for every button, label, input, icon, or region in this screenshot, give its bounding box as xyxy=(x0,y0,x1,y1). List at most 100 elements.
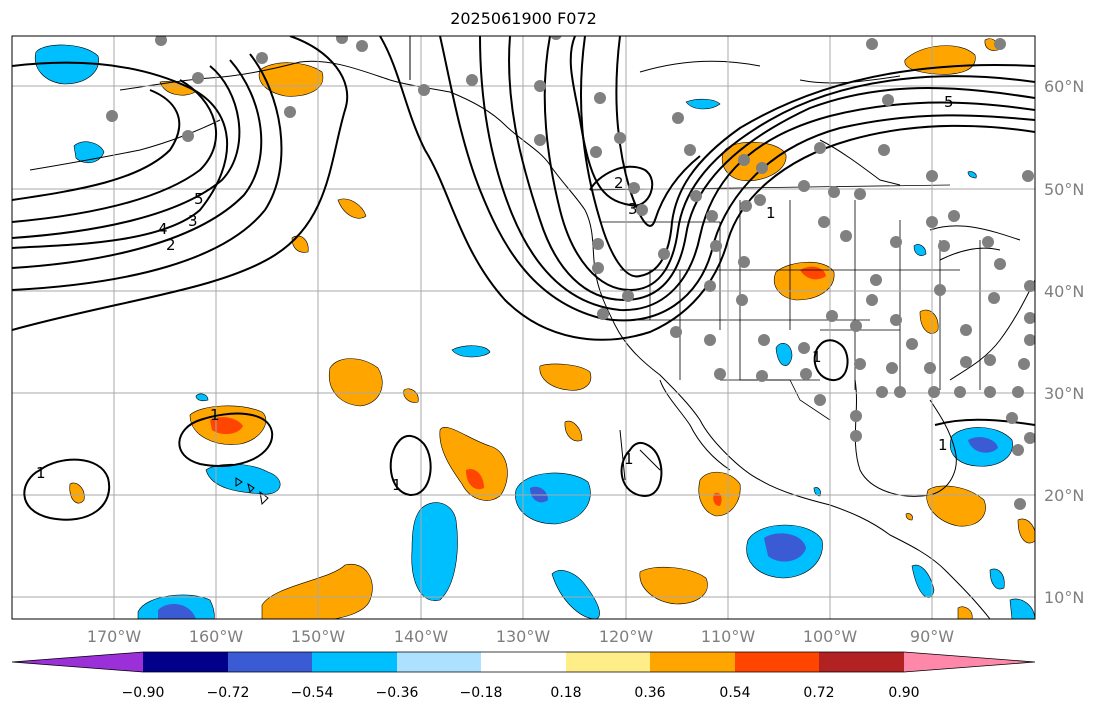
station-dot xyxy=(636,204,648,216)
station-dot xyxy=(106,110,118,122)
lon-label: 110°W xyxy=(701,627,756,646)
colorbar-tick-label: −0.18 xyxy=(460,685,503,701)
station-dot xyxy=(336,36,348,44)
station-dot xyxy=(948,210,960,222)
station-dot xyxy=(814,394,826,406)
station-dot xyxy=(1012,444,1024,456)
station-dot xyxy=(878,144,890,156)
latitude-labels: 60°N 50°N 40°N 30°N 20°N 10°N xyxy=(1044,77,1084,607)
contour-label: 5 xyxy=(944,93,954,111)
station-dot xyxy=(182,130,194,142)
colorbar-tick-label: −0.72 xyxy=(207,685,250,701)
station-dot xyxy=(954,386,966,398)
station-dot xyxy=(590,146,602,158)
lon-label: 170°W xyxy=(87,627,142,646)
contour-label: 1 xyxy=(812,348,822,366)
lat-label: 40°N xyxy=(1044,282,1084,301)
station-dot xyxy=(906,338,918,350)
station-dot xyxy=(988,292,1000,304)
station-dot xyxy=(534,80,546,92)
graticule xyxy=(12,36,1035,619)
station-dot xyxy=(828,186,840,198)
station-dot xyxy=(798,342,810,354)
map-title: 2025061900 F072 xyxy=(450,9,597,28)
station-dot xyxy=(798,180,810,192)
colorbar-outline xyxy=(11,651,1036,673)
contour-labels: 5 4 3 2 1 2 3 1 5 1 1 1 1 1 xyxy=(36,93,954,494)
colorbar-bin xyxy=(397,652,481,672)
station-dot xyxy=(658,248,670,260)
station-dot xyxy=(890,314,902,326)
station-dot xyxy=(736,294,748,306)
station-dot xyxy=(850,430,862,442)
colorbar-bin xyxy=(650,652,735,672)
contour-label: 1 xyxy=(210,406,220,424)
lon-label: 150°W xyxy=(291,627,346,646)
colorbar-tick-label: 0.72 xyxy=(803,685,834,701)
station-dot xyxy=(814,142,826,154)
lon-label: 120°W xyxy=(599,627,654,646)
station-dot xyxy=(926,170,938,182)
colorbar-bin xyxy=(819,652,904,672)
longitude-labels: 170°W 160°W 150°W 140°W 130°W 120°W 110°… xyxy=(87,627,954,646)
station-dot xyxy=(960,356,972,368)
contour-label: 3 xyxy=(188,212,198,230)
station-dot xyxy=(928,386,940,398)
station-dot xyxy=(418,84,430,96)
station-dot xyxy=(756,162,768,174)
station-dot xyxy=(670,326,682,338)
colorbar-tick-label: 0.90 xyxy=(888,685,919,701)
station-dot xyxy=(758,334,770,346)
colorbar-bin xyxy=(228,652,312,672)
station-dot xyxy=(850,410,862,422)
station-dot xyxy=(597,308,609,320)
contour-label: 2 xyxy=(166,236,176,254)
station-dot xyxy=(622,290,634,302)
station-dot xyxy=(1012,386,1024,398)
anomaly-shading xyxy=(34,38,1035,619)
colorbar-tick-label: 0.36 xyxy=(634,685,665,701)
lat-label: 10°N xyxy=(1044,588,1084,607)
station-dot xyxy=(628,182,640,194)
colorbar-tick-label: −0.90 xyxy=(122,685,165,701)
colorbar-bin xyxy=(312,652,397,672)
station-dot xyxy=(192,72,204,84)
contour-label: 1 xyxy=(392,476,402,494)
station-dot xyxy=(890,236,902,248)
station-dot xyxy=(938,240,950,252)
station-dot xyxy=(592,262,604,274)
contour-label: 1 xyxy=(624,450,634,468)
station-dot xyxy=(800,368,812,380)
station-dot xyxy=(866,294,878,306)
station-dot xyxy=(614,132,626,144)
station-dot xyxy=(984,386,996,398)
station-dot xyxy=(738,154,750,166)
station-dot xyxy=(284,106,296,118)
station-dot xyxy=(704,280,716,292)
station-dot xyxy=(738,256,750,268)
station-dot xyxy=(594,92,606,104)
contour-label: 1 xyxy=(938,436,948,454)
station-dot xyxy=(886,362,898,374)
station-dot xyxy=(994,258,1006,270)
contour-label: 5 xyxy=(194,190,204,208)
lon-label: 140°W xyxy=(394,627,449,646)
station-dot xyxy=(756,370,768,382)
station-dot xyxy=(704,334,716,346)
colorbar-bin xyxy=(904,652,1035,672)
station-dots xyxy=(106,36,1035,510)
station-dot xyxy=(1024,334,1035,346)
station-dot xyxy=(876,386,888,398)
station-dot xyxy=(870,274,882,286)
station-dot xyxy=(854,358,866,370)
station-dot xyxy=(1006,412,1018,424)
contour-lines xyxy=(12,36,1035,521)
state-borders xyxy=(589,184,981,421)
station-dot xyxy=(926,216,938,228)
lon-label: 130°W xyxy=(496,627,551,646)
station-dot xyxy=(840,230,852,242)
station-dot xyxy=(994,38,1006,50)
colorbar-tick-label: −0.54 xyxy=(291,685,334,701)
station-dot xyxy=(1024,280,1035,292)
